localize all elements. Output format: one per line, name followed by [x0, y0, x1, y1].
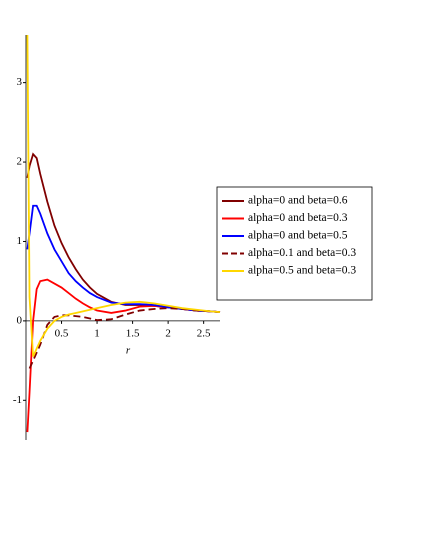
x-tick-label: 1.5: [126, 327, 140, 339]
x-tick-label: 2.5: [197, 327, 211, 339]
y-tick-label: 1: [17, 235, 23, 247]
y-tick-label: 0: [17, 314, 23, 326]
legend-label: alpha=0.1 and beta=0.3: [248, 247, 356, 259]
y-tick-label: 2: [17, 156, 23, 168]
x-axis-label: r: [126, 344, 131, 356]
series-line: [26, 152, 221, 314]
legend-label: alpha=0 and beta=0.3: [248, 212, 348, 224]
series-line: [26, 204, 221, 314]
legend-label: alpha=0.5 and beta=0.3: [248, 265, 356, 277]
x-tick-label: 1: [94, 327, 100, 339]
y-tick-label: -1: [13, 394, 22, 406]
legend-label: alpha=0 and beta=0.5: [248, 230, 348, 242]
legend-label: alpha=0 and beta=0.6: [248, 195, 348, 207]
x-tick-label: 0.5: [55, 327, 69, 339]
legend-box: [216, 186, 373, 301]
x-tick-label: 2: [165, 327, 171, 339]
series-line: [26, 34, 221, 357]
y-tick-label: 3: [17, 76, 23, 88]
